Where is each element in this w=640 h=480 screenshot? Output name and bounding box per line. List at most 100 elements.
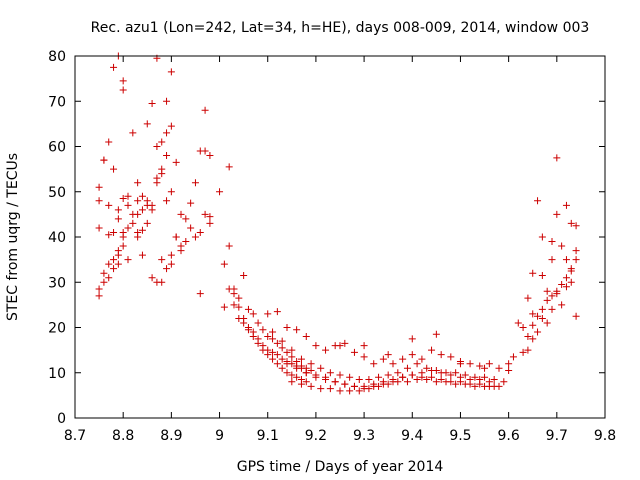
- y-tick-label: 40: [48, 230, 66, 246]
- data-point: [302, 333, 310, 341]
- data-point: [105, 201, 113, 209]
- data-point: [283, 324, 291, 331]
- data-point: [562, 256, 570, 264]
- data-point: [167, 260, 175, 268]
- data-point: [163, 265, 171, 273]
- data-point: [562, 274, 570, 282]
- y-tick-label: 20: [48, 321, 66, 337]
- x-tick-label: 8.7: [64, 428, 86, 444]
- data-point: [273, 308, 281, 316]
- data-point: [490, 376, 498, 384]
- data-point: [466, 360, 474, 368]
- data-point: [110, 63, 118, 71]
- data-point: [148, 274, 156, 282]
- data-point: [153, 179, 161, 187]
- data-point: [456, 373, 464, 381]
- x-tick-label: 8.9: [160, 428, 182, 444]
- data-point: [124, 201, 132, 209]
- data-point: [505, 366, 513, 374]
- data-point: [110, 165, 118, 173]
- data-point: [485, 360, 493, 368]
- data-point: [408, 335, 416, 343]
- data-point: [95, 197, 103, 205]
- data-point: [322, 346, 330, 354]
- data-point: [394, 369, 402, 377]
- data-point: [114, 206, 122, 214]
- data-point: [110, 265, 118, 273]
- data-point: [370, 360, 378, 368]
- chart-title: Rec. azu1 (Lon=242, Lat=34, h=HE), days …: [91, 20, 590, 36]
- data-point: [163, 129, 171, 137]
- data-point: [95, 183, 103, 191]
- data-point: [114, 251, 122, 259]
- data-point: [428, 373, 436, 381]
- data-point: [269, 355, 277, 363]
- data-point: [355, 387, 363, 395]
- data-point: [524, 333, 532, 341]
- data-point: [264, 351, 272, 359]
- data-point: [543, 319, 551, 327]
- data-point: [567, 267, 575, 275]
- data-point: [293, 373, 301, 381]
- data-point: [567, 278, 575, 286]
- data-point: [529, 269, 537, 277]
- data-point: [355, 376, 363, 384]
- data-point: [235, 294, 243, 302]
- x-tick-label: 9.1: [257, 428, 279, 444]
- data-point: [375, 373, 383, 381]
- data-point: [558, 242, 566, 250]
- data-point: [201, 147, 209, 155]
- x-tick-label: 9: [215, 428, 224, 444]
- y-tick-label: 10: [48, 366, 66, 382]
- data-point: [403, 378, 411, 386]
- data-point: [230, 285, 238, 293]
- data-point: [293, 357, 301, 365]
- data-point: [558, 281, 566, 289]
- data-point: [129, 210, 137, 218]
- data-point: [273, 339, 281, 347]
- y-tick-label: 80: [48, 49, 66, 65]
- data-point: [476, 376, 484, 384]
- data-point: [481, 364, 489, 372]
- data-point: [191, 179, 199, 187]
- data-point: [163, 152, 171, 160]
- data-point: [148, 206, 156, 214]
- data-point: [283, 348, 291, 356]
- data-point: [196, 290, 204, 298]
- data-point: [562, 283, 570, 291]
- data-point: [456, 360, 464, 368]
- data-point: [201, 210, 209, 218]
- data-point: [182, 238, 190, 246]
- data-point: [529, 310, 537, 318]
- data-point: [138, 206, 146, 214]
- y-tick-label: 50: [48, 185, 66, 201]
- data-point: [432, 330, 440, 338]
- data-point: [572, 247, 580, 255]
- data-point: [264, 310, 272, 318]
- data-point: [447, 371, 455, 379]
- data-point: [428, 346, 436, 354]
- data-point: [138, 192, 146, 200]
- data-point: [249, 310, 257, 318]
- data-point: [114, 215, 122, 223]
- data-point: [288, 353, 296, 361]
- data-point: [138, 251, 146, 259]
- data-point: [143, 219, 151, 227]
- data-point: [476, 362, 484, 370]
- data-point: [307, 382, 315, 390]
- data-point: [167, 251, 175, 259]
- data-point: [365, 376, 373, 384]
- data-point: [129, 219, 137, 227]
- data-point: [307, 360, 315, 368]
- data-point: [423, 376, 431, 384]
- data-point: [216, 188, 224, 196]
- x-tick-label: 9.7: [546, 428, 568, 444]
- data-point: [206, 152, 214, 160]
- data-point: [288, 378, 296, 386]
- data-point: [346, 387, 354, 395]
- data-point: [519, 348, 527, 356]
- data-point: [297, 380, 305, 388]
- data-point: [514, 319, 522, 327]
- data-point: [273, 360, 281, 368]
- data-point: [278, 355, 286, 363]
